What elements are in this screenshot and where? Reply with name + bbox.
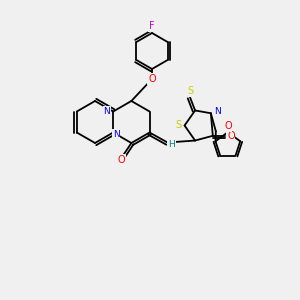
Text: F: F	[149, 21, 155, 31]
Text: N: N	[214, 107, 220, 116]
Text: H: H	[168, 140, 175, 149]
Text: S: S	[187, 86, 193, 97]
Text: O: O	[224, 121, 232, 131]
Text: S: S	[176, 121, 182, 130]
Text: N: N	[103, 107, 110, 116]
Text: O: O	[118, 155, 125, 165]
Text: O: O	[227, 131, 235, 141]
Text: N: N	[113, 130, 120, 139]
Text: O: O	[148, 74, 156, 84]
